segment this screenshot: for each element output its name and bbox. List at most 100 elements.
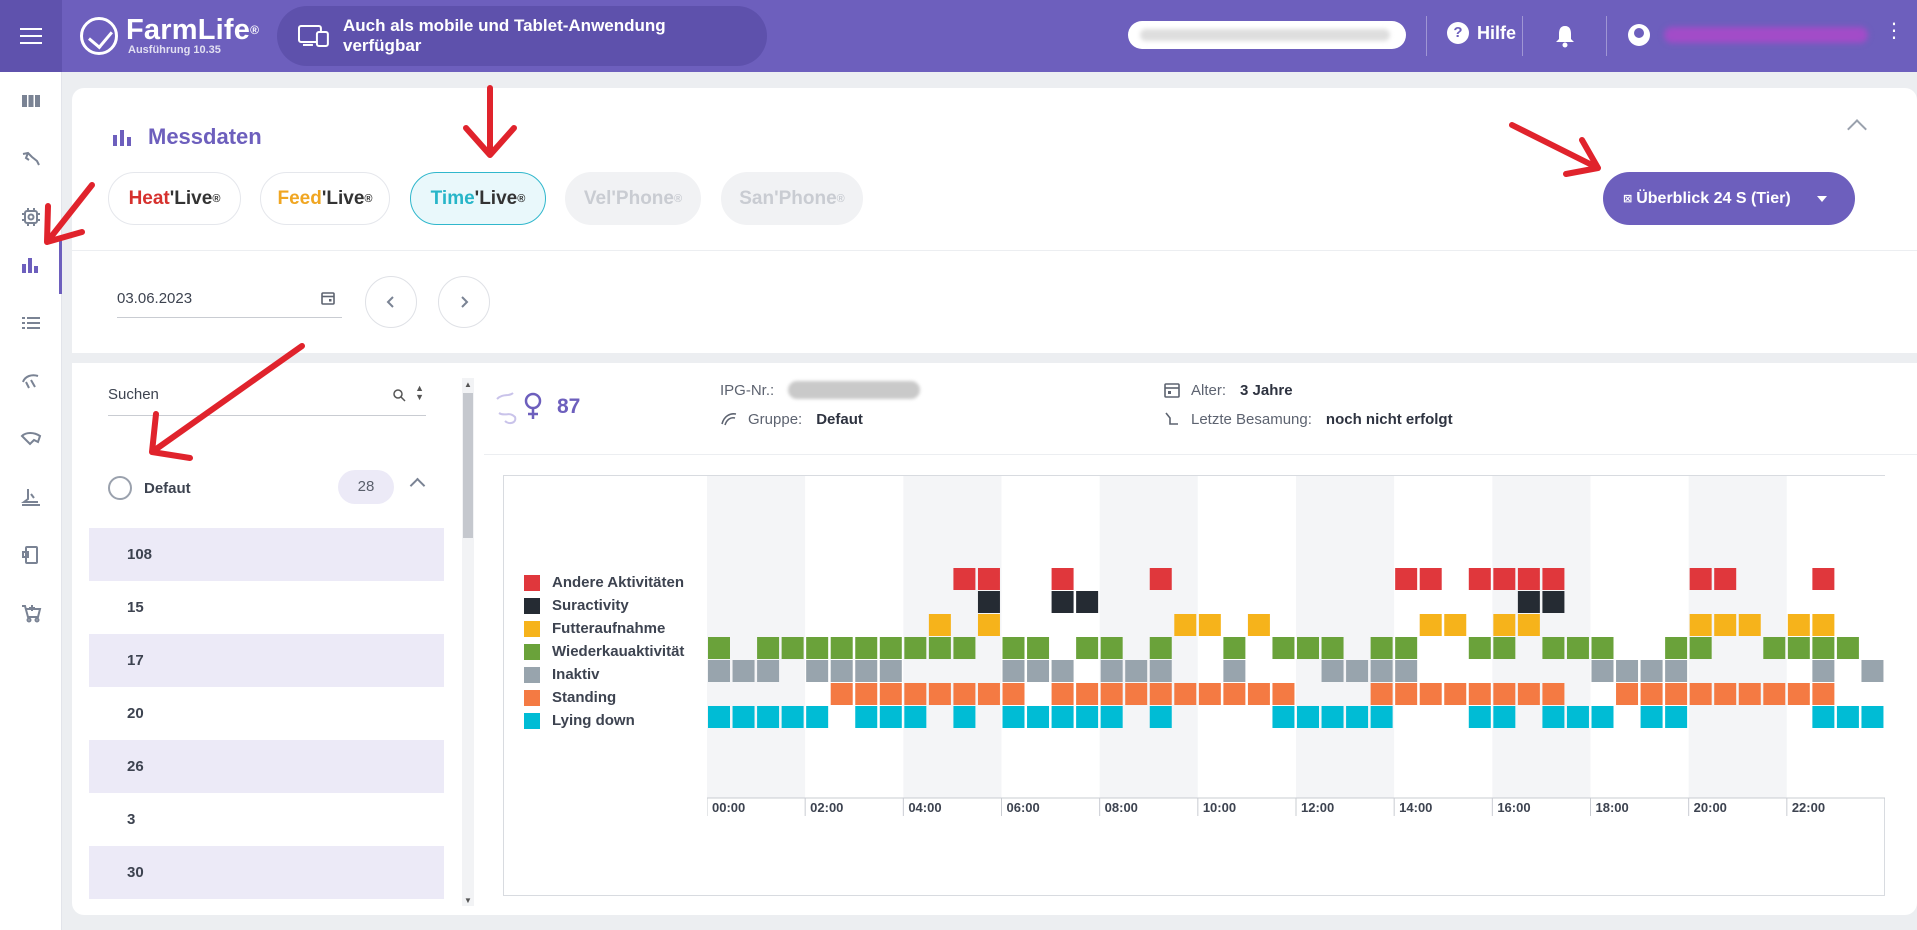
- activity-cell: [1689, 568, 1712, 590]
- legend-item: Andere Aktivitäten: [524, 571, 684, 594]
- tab-heatlive[interactable]: Heat ' Live ®: [108, 172, 241, 225]
- animal-list-item[interactable]: 15: [127, 599, 144, 616]
- chevron-left-icon: [386, 296, 394, 308]
- legend-label: Lying down: [552, 712, 635, 729]
- date-input[interactable]: 03.06.2023: [117, 284, 342, 318]
- activity-cell: [1591, 637, 1614, 659]
- tab-timelive[interactable]: Time ' Live ®: [410, 172, 546, 225]
- group-row[interactable]: Defaut 28: [108, 468, 426, 508]
- list-scrollbar-thumb[interactable]: [463, 393, 473, 538]
- activity-cell: [1468, 683, 1491, 705]
- activity-cell: [1395, 683, 1418, 705]
- activity-cell: [1812, 706, 1835, 728]
- sidebar-item-dashboard[interactable]: [0, 72, 62, 130]
- animal-list-item[interactable]: 26: [89, 740, 444, 793]
- animal-search-input[interactable]: Suchen ▲ ▼: [108, 383, 426, 416]
- activity-cell: [1272, 683, 1295, 705]
- mobile-app-notice[interactable]: Auch als mobile und Tablet-Anwendung ver…: [277, 6, 768, 66]
- age-label: Alter:: [1191, 381, 1227, 399]
- help-label: Hilfe: [1477, 22, 1517, 43]
- activity-cell: [1027, 637, 1050, 659]
- menu-icon[interactable]: [0, 0, 62, 72]
- help-button[interactable]: ? Hilfe: [1447, 22, 1516, 44]
- sidebar-item-milking[interactable]: [0, 468, 62, 526]
- next-day-button[interactable]: [438, 276, 490, 328]
- animal-list-item[interactable]: 20: [127, 705, 144, 722]
- farmlife-logo[interactable]: FarmLife® Ausführung 10.35: [80, 16, 259, 56]
- activity-cell: [1542, 568, 1565, 590]
- legend-swatch: [524, 689, 540, 706]
- scroll-up-arrow-icon[interactable]: ▲: [464, 380, 472, 389]
- animal-list-item[interactable]: 30: [89, 846, 444, 899]
- sidebar-item-feeding[interactable]: [0, 352, 62, 410]
- activity-cell: [1468, 706, 1491, 728]
- activity-cell: [1149, 706, 1172, 728]
- ipg-value-redacted: [788, 381, 921, 399]
- chip-icon: [22, 208, 40, 226]
- top-search-field[interactable]: [1128, 21, 1406, 49]
- activity-cell: [708, 706, 730, 728]
- activity-timeline-chart: Andere Aktivitäten Suractivity Futteraufna…: [503, 475, 1885, 896]
- chevron-up-icon[interactable]: [409, 477, 426, 494]
- scroll-down-arrow-icon[interactable]: ▼: [464, 896, 472, 905]
- sidebar-item-measurements[interactable]: [0, 236, 62, 294]
- legend-swatch: [524, 574, 540, 591]
- activity-cell: [1198, 614, 1221, 636]
- cow-head-icon: [22, 151, 40, 166]
- tab-feedlive-part-b: Live: [326, 187, 365, 209]
- activity-cell: [1714, 568, 1737, 590]
- activity-cell: [1812, 614, 1835, 636]
- activity-cell: [1002, 706, 1025, 728]
- group-count-badge: 28: [338, 470, 394, 504]
- chevron-down-icon: [1817, 196, 1827, 202]
- animal-list-item[interactable]: 3: [127, 811, 136, 828]
- activity-cell: [1616, 660, 1639, 682]
- bell-icon[interactable]: [1554, 24, 1576, 48]
- sidebar-item-animals[interactable]: [0, 130, 62, 188]
- tab-velphone[interactable]: Vel ' Phone ®: [565, 172, 701, 225]
- group-radio[interactable]: [108, 476, 132, 500]
- tab-feedlive[interactable]: Feed ' Live ®: [260, 172, 390, 225]
- ipg-info: IPG-Nr.:: [720, 381, 921, 399]
- tab-timelive-part-a: Time: [430, 187, 475, 209]
- activity-cell: [1665, 637, 1688, 659]
- activity-cell: [1542, 706, 1565, 728]
- activity-cell: [1665, 683, 1688, 705]
- tab-sanphone[interactable]: San ' Phone ®: [721, 172, 863, 225]
- sidebar-item-sensors[interactable]: [0, 188, 62, 246]
- animal-list: 108 15 17 20 26 3 30: [89, 528, 444, 899]
- activity-cell: [1051, 591, 1074, 613]
- brand-name: FarmLife: [126, 14, 251, 46]
- activity-cell: [904, 683, 927, 705]
- activity-cell: [1566, 637, 1589, 659]
- animal-list-item[interactable]: 108: [89, 528, 444, 581]
- collapse-chevron-icon[interactable]: [1847, 119, 1867, 139]
- sidebar-item-devices[interactable]: [0, 526, 62, 584]
- activity-cell: [1100, 683, 1123, 705]
- legend-swatch: [524, 597, 540, 614]
- sidebar-item-shop[interactable]: [0, 584, 62, 642]
- activity-cell: [806, 706, 829, 728]
- tab-velphone-part-a: Vel: [583, 187, 612, 209]
- activity-cell: [1493, 706, 1516, 728]
- udder-icon: [20, 432, 42, 446]
- sort-spinner-icon[interactable]: ▲ ▼: [415, 383, 424, 402]
- bar-chart-icon: [21, 258, 38, 273]
- x-tick-label: 02:00: [810, 800, 843, 815]
- sidebar-item-udder[interactable]: [0, 410, 62, 468]
- feeder-icon: [22, 374, 39, 389]
- previous-day-button[interactable]: [365, 276, 417, 328]
- activity-cell: [1051, 683, 1074, 705]
- activity-cell: [1763, 637, 1786, 659]
- activity-cell: [1689, 614, 1712, 636]
- more-options-icon[interactable]: ⋮: [1884, 20, 1904, 42]
- ipg-label: IPG-Nr.:: [720, 381, 775, 399]
- activity-cell: [1076, 706, 1099, 728]
- calendar-icon[interactable]: [320, 290, 336, 306]
- user-menu[interactable]: [1628, 24, 1868, 46]
- x-tick-label: 14:00: [1399, 800, 1432, 815]
- view-select-dropdown[interactable]: ⊠ Überblick 24 S (Tier): [1603, 172, 1855, 225]
- animal-list-item[interactable]: 17: [89, 634, 444, 687]
- sidebar-item-lists[interactable]: [0, 294, 62, 352]
- devices-icon: [298, 25, 329, 47]
